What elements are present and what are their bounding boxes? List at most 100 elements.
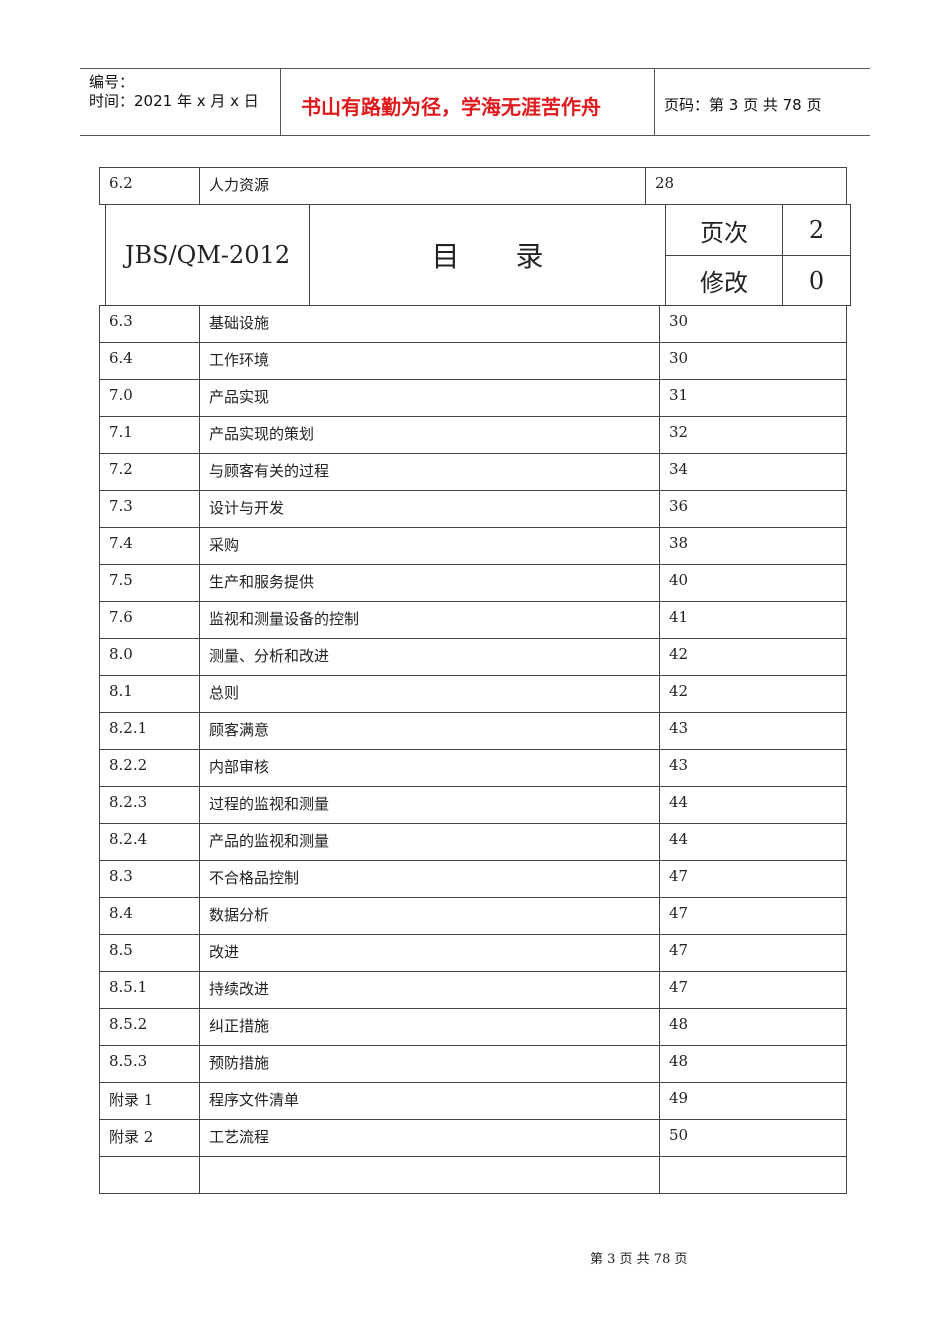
section-page: 30 (659, 305, 847, 343)
section-number: 8.2.4 (99, 823, 200, 861)
toc-row (99, 1156, 847, 1194)
section-number: 7.4 (99, 527, 200, 565)
section-number: 7.3 (99, 490, 200, 528)
toc-row: 8.1 总则 42 (99, 675, 847, 713)
header-bottom-rule (80, 135, 870, 136)
section-page: 48 (659, 1008, 847, 1046)
toc-row: 8.2.2 内部审核 43 (99, 749, 847, 787)
toc-row: 8.3 不合格品控制 47 (99, 860, 847, 898)
section-number: 6.4 (99, 342, 200, 380)
section-number: 7.2 (99, 453, 200, 491)
toc-table: 6.3 基础设施 30 6.4 工作环境 30 7.0 产品实现 31 7.1 产品实现的策划 32 7… (99, 305, 847, 1194)
section-title: 与顾客有关的过程 (199, 453, 660, 491)
section-title: 预防措施 (199, 1045, 660, 1083)
toc-row: 8.5.3 预防措施 48 (99, 1045, 847, 1083)
section-number: 7.6 (99, 601, 200, 639)
page-count-value: 2 (782, 204, 851, 256)
section-number: 8.1 (99, 675, 200, 713)
toc-row: 7.0 产品实现 31 (99, 379, 847, 417)
section-page: 49 (659, 1082, 847, 1120)
section-number: 附录 1 (99, 1082, 200, 1120)
section-number (99, 1156, 200, 1194)
section-number: 8.5.2 (99, 1008, 200, 1046)
section-title: 持续改进 (199, 971, 660, 1009)
section-page: 47 (659, 971, 847, 1009)
toc-row: 6.4 工作环境 30 (99, 342, 847, 380)
section-page: 31 (659, 379, 847, 417)
section-page: 38 (659, 527, 847, 565)
section-page (659, 1156, 847, 1194)
section-title: 纠正措施 (199, 1008, 660, 1046)
header-divider (280, 68, 281, 136)
section-title: 内部审核 (199, 749, 660, 787)
toc-row: 6.3 基础设施 30 (99, 305, 847, 343)
section-title: 数据分析 (199, 897, 660, 935)
doc-date-label: 时间：2021 年 x 月 x 日 (89, 92, 259, 110)
section-title: 工艺流程 (199, 1119, 660, 1157)
section-title: 基础设施 (199, 305, 660, 343)
doc-number-label: 编号： (89, 73, 135, 91)
section-title: 过程的监视和测量 (199, 786, 660, 824)
section-page: 44 (659, 786, 847, 824)
header-top-rule (80, 68, 870, 69)
section-number: 8.3 (99, 860, 200, 898)
section-title: 改进 (199, 934, 660, 972)
section-number: 8.2.3 (99, 786, 200, 824)
section-title: 产品实现的策划 (199, 416, 660, 454)
section-page: 34 (659, 453, 847, 491)
toc-row: 7.3 设计与开发 36 (99, 490, 847, 528)
doc-code: JBS/QM-2012 (105, 204, 310, 306)
section-page: 47 (659, 897, 847, 935)
section-page: 47 (659, 934, 847, 972)
toc-row: 附录 2 工艺流程 50 (99, 1119, 847, 1157)
section-number: 8.4 (99, 897, 200, 935)
toc-row: 8.2.4 产品的监视和测量 44 (99, 823, 847, 861)
doc-header-block: JBS/QM-2012 目 录 页次 2 修改 0 (105, 204, 851, 306)
header-motto: 书山有路勤为径，学海无涯苦作舟 (301, 95, 601, 119)
section-number: 8.5.3 (99, 1045, 200, 1083)
section-title: 顾客满意 (199, 712, 660, 750)
section-title: 工作环境 (199, 342, 660, 380)
section-page: 42 (659, 675, 847, 713)
section-number: 附录 2 (99, 1119, 200, 1157)
doc-title: 目 录 (309, 204, 666, 306)
section-page: 28 (645, 167, 847, 205)
header-page-label: 页码：第 3 页 共 78 页 (664, 96, 822, 114)
section-number: 6.3 (99, 305, 200, 343)
toc-row: 附录 1 程序文件清单 49 (99, 1082, 847, 1120)
revision-label: 修改 (665, 255, 783, 306)
section-page: 42 (659, 638, 847, 676)
toc-row: 8.0 测量、分析和改进 42 (99, 638, 847, 676)
toc-row: 7.5 生产和服务提供 40 (99, 564, 847, 602)
section-title: 人力资源 (199, 167, 646, 205)
section-page: 30 (659, 342, 847, 380)
section-page: 36 (659, 490, 847, 528)
section-number: 7.0 (99, 379, 200, 417)
section-number: 8.5 (99, 934, 200, 972)
section-title: 产品的监视和测量 (199, 823, 660, 861)
section-page: 50 (659, 1119, 847, 1157)
section-page: 40 (659, 564, 847, 602)
revision-value: 0 (782, 255, 851, 306)
section-title: 程序文件清单 (199, 1082, 660, 1120)
toc-row: 7.1 产品实现的策划 32 (99, 416, 847, 454)
section-page: 43 (659, 712, 847, 750)
toc-row: 8.5.1 持续改进 47 (99, 971, 847, 1009)
section-page: 48 (659, 1045, 847, 1083)
section-number: 6.2 (99, 167, 200, 205)
section-title: 产品实现 (199, 379, 660, 417)
section-number: 8.5.1 (99, 971, 200, 1009)
toc-row: 7.4 采购 38 (99, 527, 847, 565)
toc-row: 8.2.3 过程的监视和测量 44 (99, 786, 847, 824)
section-page: 43 (659, 749, 847, 787)
section-title: 总则 (199, 675, 660, 713)
section-number: 8.2.2 (99, 749, 200, 787)
section-number: 8.0 (99, 638, 200, 676)
header-divider (654, 68, 655, 136)
toc-row: 8.2.1 顾客满意 43 (99, 712, 847, 750)
toc-first-row: 6.2 人力资源 28 (99, 167, 847, 205)
section-title: 设计与开发 (199, 490, 660, 528)
section-page: 41 (659, 601, 847, 639)
section-page: 32 (659, 416, 847, 454)
toc-row: 8.5 改进 47 (99, 934, 847, 972)
